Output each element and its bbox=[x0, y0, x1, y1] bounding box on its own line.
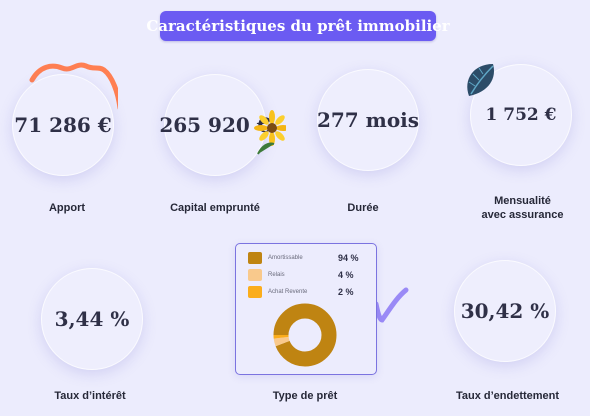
achat-revente-percent: 2 % bbox=[338, 287, 354, 297]
capital-value-circle: 265 920 € bbox=[159, 74, 271, 176]
legend-row-relais: Relais 4 % bbox=[248, 269, 368, 281]
taux-interet-value: 3,44 % bbox=[54, 307, 130, 331]
relais-label: Relais bbox=[268, 272, 285, 278]
achat-revente-label: Achat Revente bbox=[268, 289, 308, 295]
legend-row-achat-revente: Achat Revente 2 % bbox=[248, 286, 368, 298]
page-title: Caractéristiques du prêt immobilier bbox=[146, 11, 450, 41]
loan-type-panel: Amortissable 94 % Relais 4 % Achat Reven… bbox=[235, 243, 377, 375]
capital-value: 265 920 € bbox=[159, 113, 271, 137]
relais-percent: 4 % bbox=[338, 270, 354, 280]
amortissable-swatch bbox=[248, 252, 262, 264]
mensualite-label: Mensualité avec assurance bbox=[460, 194, 585, 222]
achat-revente-swatch bbox=[248, 286, 262, 298]
taux-endettement-value: 30,42 % bbox=[460, 299, 550, 323]
duree-label: Durée bbox=[347, 202, 379, 214]
duree-value: 277 mois bbox=[316, 108, 420, 132]
amortissable-label: Amortissable bbox=[268, 255, 303, 261]
mensualite-label-line1: Mensualité bbox=[494, 195, 551, 207]
sunflower-decoration bbox=[254, 110, 286, 155]
taux-interet-label: Taux d’intérêt bbox=[54, 390, 126, 402]
donut-segment-achat-revente bbox=[273, 303, 337, 367]
mensualite-label-line2: avec assurance bbox=[481, 209, 564, 221]
apport-value-circle: 71 286 € bbox=[12, 74, 114, 176]
amortissable-percent: 94 % bbox=[338, 253, 359, 263]
orange-squiggle-decoration bbox=[29, 62, 118, 110]
taux-endettement-value-circle: 30,42 % bbox=[454, 260, 556, 362]
taux-endettement-label: Taux d’endettement bbox=[455, 390, 560, 402]
relais-swatch bbox=[248, 269, 262, 281]
capital-label: Capital emprunté bbox=[170, 202, 260, 214]
purple-stroke-decoration bbox=[373, 287, 409, 323]
mensualite-value: 1 752 € bbox=[485, 105, 557, 125]
loan-type-donut bbox=[273, 303, 337, 367]
duree-value-circle: 277 mois bbox=[317, 69, 419, 171]
apport-value: 71 286 € bbox=[14, 113, 112, 137]
legend-row-amortissable: Amortissable 94 % bbox=[248, 252, 368, 264]
leaf-decoration bbox=[467, 64, 494, 96]
apport-label: Apport bbox=[48, 202, 86, 214]
taux-interet-value-circle: 3,44 % bbox=[41, 268, 143, 370]
type-pret-label: Type de prêt bbox=[272, 390, 338, 402]
